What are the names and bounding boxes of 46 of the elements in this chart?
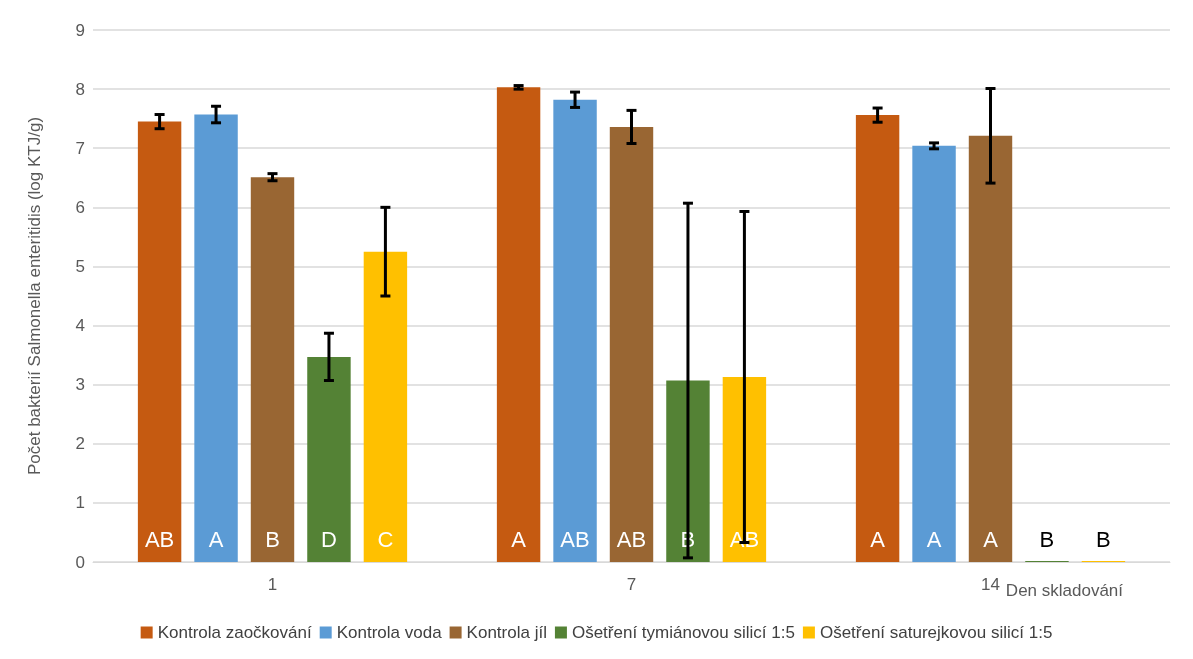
bar <box>137 121 182 562</box>
y-tick-label: 7 <box>75 138 85 158</box>
data-label: B <box>1096 526 1111 552</box>
data-label: A <box>926 526 942 552</box>
bar <box>307 356 351 562</box>
bar <box>194 114 238 562</box>
legend-label: Ošetření saturejkovou silicí 1:5 <box>819 623 1053 642</box>
data-label: B <box>265 526 280 552</box>
bar <box>553 99 597 562</box>
data-label: AB <box>616 526 647 552</box>
bar <box>496 87 541 562</box>
bar <box>722 376 767 562</box>
data-label: D <box>321 526 337 552</box>
bar <box>363 251 408 562</box>
y-tick-label: 5 <box>75 256 85 276</box>
y-tick-label: 2 <box>75 434 85 454</box>
bar <box>666 380 710 562</box>
legend-label: Kontrola voda <box>336 623 443 642</box>
y-tick-label: 9 <box>75 20 85 40</box>
bar <box>250 177 295 562</box>
x-tick-label: 14 <box>981 575 1000 594</box>
bar <box>968 135 1013 562</box>
x-tick-label: 1 <box>267 575 278 594</box>
data-label: A <box>208 526 224 552</box>
data-label: A <box>870 526 886 552</box>
data-label: C <box>377 526 394 552</box>
y-tick-label: 4 <box>75 316 85 336</box>
data-label: AB <box>560 526 590 552</box>
bar <box>912 145 956 562</box>
data-label: B <box>1039 526 1055 552</box>
legend-label: Ošetření tymiánovou silicí 1:5 <box>571 623 795 642</box>
bar <box>855 115 900 562</box>
legend-label: Kontrola zaočkování <box>157 623 312 642</box>
y-tick-label: 1 <box>75 493 85 513</box>
bar <box>609 126 654 562</box>
y-tick-label: 0 <box>75 552 85 572</box>
data-label: A <box>511 526 527 552</box>
data-label: AB <box>144 526 175 552</box>
data-label: A <box>983 526 999 552</box>
x-tick-label: 7 <box>626 575 637 594</box>
y-tick-label: 8 <box>75 79 85 99</box>
x-axis-title: Den skladování <box>1005 581 1124 600</box>
y-tick-label: 3 <box>75 375 85 395</box>
y-tick-label: 6 <box>75 197 85 217</box>
legend-label: Kontrola jíl <box>466 623 547 642</box>
y-axis-title: Počet bakterií Salmonella enteritidis (log KTJ/g) <box>25 116 44 476</box>
